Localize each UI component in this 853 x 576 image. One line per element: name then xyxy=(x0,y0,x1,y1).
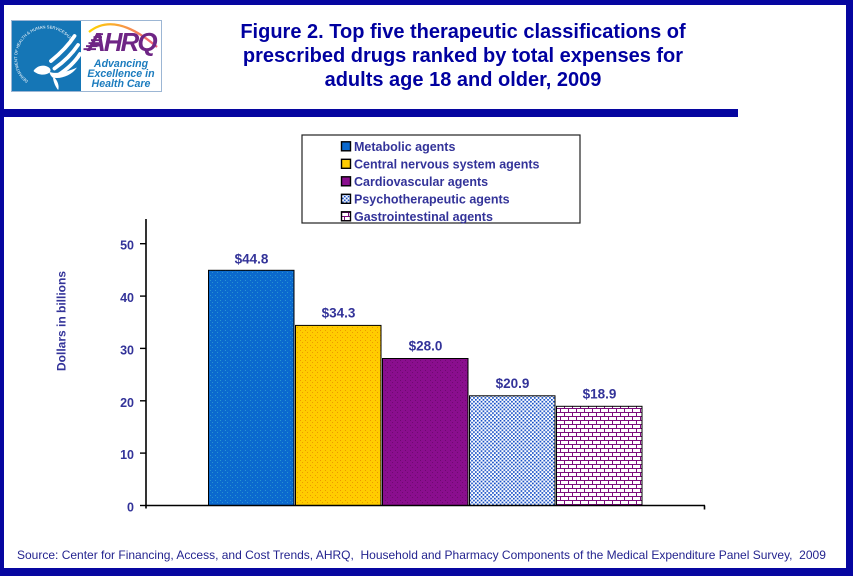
svg-text:Excellence in: Excellence in xyxy=(87,68,155,80)
svg-text:Advancing: Advancing xyxy=(93,58,149,70)
svg-text:$28.0: $28.0 xyxy=(409,339,443,354)
svg-text:Metabolic agents: Metabolic agents xyxy=(354,140,455,154)
svg-text:20: 20 xyxy=(120,396,134,410)
svg-text:Cardiovascular agents: Cardiovascular agents xyxy=(354,175,488,189)
svg-text:50: 50 xyxy=(120,239,134,253)
svg-text:$18.9: $18.9 xyxy=(583,386,617,401)
svg-text:$34.3: $34.3 xyxy=(322,305,356,320)
svg-text:Gastrointestinal agents: Gastrointestinal agents xyxy=(354,210,493,224)
svg-text:AHRQ: AHRQ xyxy=(86,27,157,57)
svg-text:0: 0 xyxy=(127,501,134,515)
svg-text:Psychotherapeutic agents: Psychotherapeutic agents xyxy=(354,193,510,207)
svg-text:Dollars in billions: Dollars in billions xyxy=(55,271,69,371)
svg-text:$20.9: $20.9 xyxy=(496,376,530,391)
svg-text:Health Care: Health Care xyxy=(92,78,151,90)
svg-text:30: 30 xyxy=(120,343,134,357)
svg-text:Central nervous system agents: Central nervous system agents xyxy=(354,158,540,172)
svg-text:40: 40 xyxy=(120,291,134,305)
svg-text:$44.8: $44.8 xyxy=(235,251,269,266)
svg-text:10: 10 xyxy=(120,448,134,462)
